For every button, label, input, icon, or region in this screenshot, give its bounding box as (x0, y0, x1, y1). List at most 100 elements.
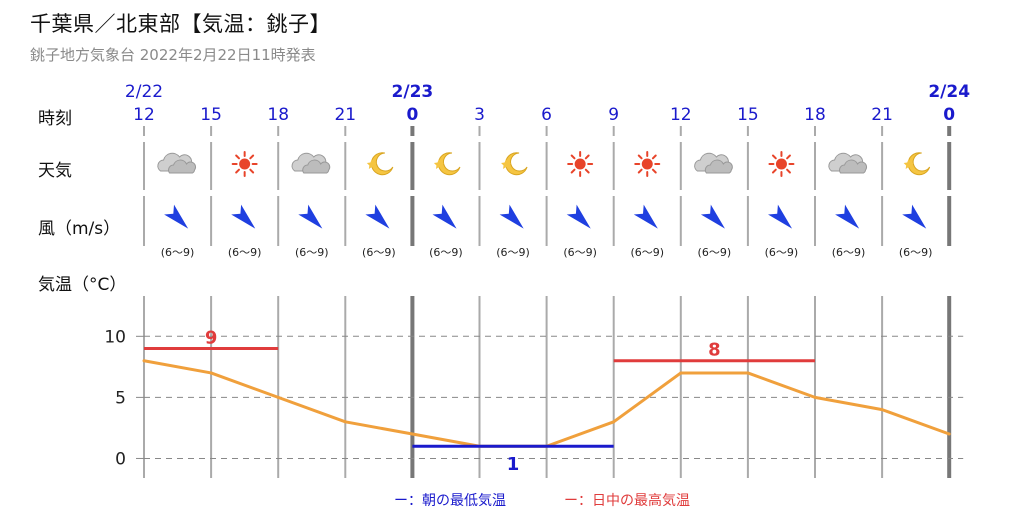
hour-label: 21 (871, 105, 893, 125)
wind-arrow-shape (700, 204, 725, 229)
sun-ray (786, 168, 791, 174)
wind-arrow-icon (432, 204, 457, 229)
wind-arrow-shape (902, 204, 927, 229)
wind-speed-label: (6〜9) (362, 246, 396, 259)
wind-speed-label: (6〜9) (429, 246, 463, 259)
moon-shape (505, 152, 528, 176)
cloud-icon (694, 152, 733, 174)
hour-label: 15 (737, 105, 759, 125)
hour-label: 15 (200, 105, 222, 125)
temperature-point (947, 432, 951, 436)
wind-arrow-icon (700, 204, 725, 229)
temperature-point (343, 420, 347, 424)
sun-ray (249, 168, 255, 174)
temperature-point (142, 359, 146, 363)
sun-icon (231, 151, 258, 177)
wind-arrow-shape (298, 204, 323, 229)
star-shape (366, 159, 377, 169)
date-label: 2/24 (928, 82, 970, 102)
wind-arrow-shape (835, 204, 860, 229)
cloud-icon (828, 152, 868, 174)
wind-speed-label: (6〜9) (228, 246, 262, 259)
sun-ray (570, 154, 576, 160)
moon-icon (903, 152, 931, 176)
sun-ray (651, 168, 657, 174)
wind-speed-label: (6〜9) (765, 246, 799, 259)
sun-core (239, 158, 251, 170)
cloud-shape (839, 159, 868, 174)
hour-label: 18 (267, 105, 289, 125)
wind-row-label: 風（m/s） (38, 219, 121, 239)
wind-speed-label: (6〜9) (899, 246, 933, 259)
sun-ray (235, 154, 240, 160)
wind-arrow-shape (231, 204, 256, 229)
moon-icon (366, 152, 394, 176)
star-shape (501, 159, 512, 169)
wind-speed-label: (6〜9) (698, 246, 732, 259)
wind-speed-label: (6〜9) (832, 246, 866, 259)
wind-speed-label: (6〜9) (161, 246, 195, 259)
hour-label: 0 (943, 105, 955, 125)
temperature-point (209, 371, 213, 375)
sun-ray (637, 168, 643, 174)
page-title: 千葉県／北東部【気温：銚子】 (30, 12, 331, 36)
sun-icon (567, 151, 594, 177)
hour-label: 12 (670, 105, 692, 125)
max-temp-label: 9 (205, 328, 218, 349)
time-row-label: 時刻 (38, 109, 72, 129)
wind-arrow-shape (499, 204, 524, 229)
temperature-point (612, 420, 616, 424)
wind-arrow-shape (164, 204, 189, 229)
y-tick-label: 10 (104, 327, 126, 347)
sun-ray (249, 154, 255, 160)
legend-max-temp: ー：日中の最高気温 (564, 493, 690, 509)
moon-icon (501, 152, 528, 176)
cloud-shape (704, 159, 733, 174)
wind-arrow-icon (164, 204, 189, 229)
hour-label: 18 (804, 105, 826, 125)
y-tick-label: 5 (115, 388, 126, 408)
sun-icon (634, 151, 661, 177)
wind-arrow-icon (768, 204, 793, 229)
temperature-point (813, 395, 817, 399)
sun-ray (771, 168, 777, 174)
hour-label: 12 (133, 105, 155, 125)
hour-label: 6 (541, 105, 552, 125)
page-subtitle: 銚子地方気象台 2022年2月22日11時発表 (30, 46, 316, 64)
wind-arrow-icon (633, 204, 658, 229)
star-shape (903, 159, 914, 169)
wind-arrow-shape (633, 204, 658, 229)
wind-arrow-shape (768, 204, 793, 229)
min-temp-label: 1 (507, 454, 520, 475)
cloud-shape (302, 159, 331, 174)
sun-core (641, 158, 653, 170)
sun-core (775, 158, 787, 170)
weather-row-label: 天気 (38, 161, 72, 181)
wind-speed-label: (6〜9) (295, 246, 329, 259)
hour-label: 9 (608, 105, 619, 125)
wind-arrow-icon (835, 204, 860, 229)
temperature-point (746, 371, 750, 375)
sun-ray (637, 154, 643, 160)
wind-speed-label: (6〜9) (496, 246, 530, 259)
sun-icon (768, 151, 795, 177)
hour-label: 3 (474, 105, 485, 125)
moon-icon (433, 152, 461, 176)
moon-shape (437, 152, 461, 176)
cloud-icon (157, 152, 197, 174)
temperature-point (880, 408, 884, 412)
wind-arrow-icon (365, 204, 390, 229)
max-temp-label: 8 (708, 340, 721, 361)
temperature-point (276, 395, 280, 399)
wind-arrow-shape (566, 204, 591, 229)
sun-ray (584, 168, 590, 174)
moon-shape (370, 152, 394, 176)
sun-ray (771, 154, 777, 160)
temperature-row-label: 気温（°C） (38, 275, 127, 295)
sun-core (574, 158, 586, 170)
sun-ray (651, 154, 657, 160)
wind-arrow-shape (365, 204, 390, 229)
wind-arrow-icon (499, 204, 524, 229)
wind-arrow-shape (432, 204, 457, 229)
